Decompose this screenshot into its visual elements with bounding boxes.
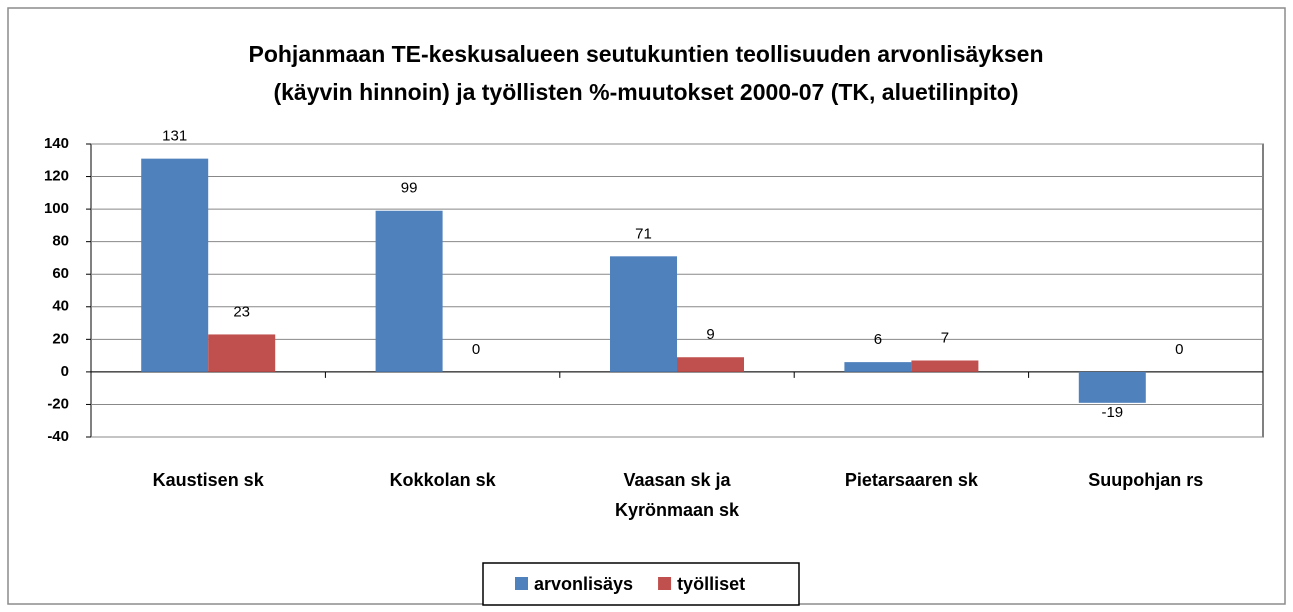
x-tick-label: Kokkolan sk [390, 470, 497, 490]
data-label: 131 [162, 128, 187, 145]
y-tick-label: -20 [47, 395, 69, 412]
x-tick-label: Suupohjan rs [1088, 470, 1203, 490]
legend-label: arvonlisäys [534, 574, 633, 594]
bar [844, 362, 912, 372]
x-tick-label: Vaasan sk ja Kyrönmaan sk [615, 470, 740, 520]
legend-label: työlliset [677, 574, 745, 594]
data-label: 71 [635, 225, 652, 242]
data-label: 9 [706, 326, 714, 343]
data-label: 6 [874, 331, 882, 348]
data-label: 0 [472, 341, 480, 358]
bar [610, 256, 677, 372]
y-tick-label: 0 [61, 363, 69, 380]
y-tick-label: 20 [52, 330, 69, 347]
legend-box [482, 562, 800, 606]
legend-swatch [515, 577, 528, 590]
bar [208, 334, 276, 372]
bar [911, 360, 979, 372]
y-tick-label: -40 [47, 428, 69, 445]
data-label: 7 [941, 329, 949, 346]
y-tick-label: 60 [52, 265, 69, 282]
x-tick-label: Pietarsaaren sk [845, 470, 979, 490]
y-tick-label: 40 [52, 298, 69, 315]
chart-title: (käyvin hinnoin) ja työllisten %-muutoks… [273, 79, 1018, 105]
bar [141, 158, 209, 372]
y-tick-label: 120 [44, 168, 69, 185]
bar [375, 210, 443, 372]
data-label: 99 [401, 180, 418, 197]
x-tick-label: Kaustisen sk [153, 470, 265, 490]
y-tick-label: 100 [44, 200, 69, 217]
data-label: 23 [233, 303, 250, 320]
data-label: 0 [1175, 341, 1183, 358]
y-tick-label: 140 [44, 135, 69, 152]
bar [677, 357, 744, 372]
data-label: -19 [1101, 404, 1123, 421]
chart-title: Pohjanmaan TE-keskusalueen seutukuntien … [248, 41, 1043, 67]
legend-swatch [658, 577, 672, 590]
y-tick-label: 80 [52, 233, 69, 250]
bar [1078, 371, 1146, 403]
